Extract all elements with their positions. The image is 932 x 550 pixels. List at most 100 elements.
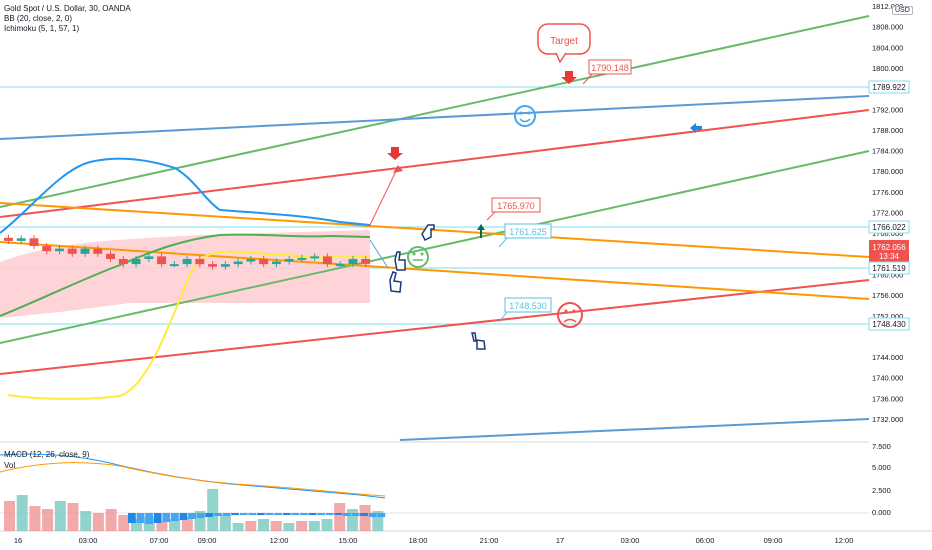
histogram-bar — [274, 513, 282, 515]
macd-histogram — [128, 513, 386, 524]
candle-body — [348, 258, 358, 265]
green-trendline-lower[interactable] — [0, 150, 870, 344]
candle-body — [361, 258, 371, 264]
time-tick-label: 15:00 — [339, 536, 358, 545]
macd-pane[interactable] — [0, 453, 869, 531]
time-tick-label: 07:00 — [150, 536, 169, 545]
time-tick-label: 17 — [556, 536, 564, 545]
bb-upper-band — [0, 157, 371, 234]
volume-bar — [245, 521, 257, 531]
candle-body — [80, 248, 90, 254]
time-tick-label: 03:00 — [621, 536, 640, 545]
candle-body — [233, 261, 243, 265]
candle-body — [169, 264, 179, 267]
histogram-bar — [368, 513, 377, 517]
time-tick-label: 09:00 — [764, 536, 783, 545]
candle-body — [259, 258, 269, 265]
target-callout[interactable]: Target — [537, 23, 591, 64]
price-label-1748[interactable]: 1748.530 — [498, 297, 552, 323]
price-label-text: 1748.530 — [509, 301, 547, 311]
price-tick-label: 1732.000 — [872, 415, 903, 424]
histogram-bar — [291, 513, 300, 515]
histogram-bar — [325, 513, 334, 515]
price-tick-label: 1740.000 — [872, 374, 903, 383]
histogram-bar — [231, 513, 239, 515]
candle-body — [157, 256, 167, 265]
price-tick-label: 1784.000 — [872, 147, 903, 156]
volume-bar — [118, 515, 130, 531]
histogram-bar — [265, 513, 274, 515]
histogram-bar — [162, 513, 171, 522]
pointing-hand-icon — [394, 251, 406, 271]
candle-body — [118, 258, 128, 265]
volume-bar — [232, 523, 244, 531]
candle-body — [297, 257, 307, 260]
pointing-hand-icon — [421, 224, 435, 242]
time-tick-label: 16 — [14, 536, 22, 545]
macd-tick-label: 0.000 — [872, 508, 891, 517]
badge-1748: 1748.430 — [868, 317, 910, 331]
arrow-left-icon — [690, 123, 702, 133]
volume-bar — [156, 521, 168, 531]
candle-body — [16, 238, 26, 241]
price-tick-label: 1756.000 — [872, 291, 903, 300]
candle-body — [246, 258, 256, 262]
ichimoku-legend[interactable]: Ichimoku (5, 1, 57, 1) — [4, 24, 80, 33]
candle-body — [310, 256, 320, 259]
histogram-bar — [171, 513, 179, 521]
volume-bar — [42, 509, 54, 531]
projection-down-line — [369, 239, 389, 269]
time-tick-label: 12:00 — [835, 536, 854, 545]
svg-text:1761.519: 1761.519 — [872, 264, 906, 273]
volume-bar — [92, 513, 104, 531]
price-label-1790[interactable]: 1790.148 — [582, 59, 632, 85]
price-tick-label: 1768.000 — [872, 229, 903, 238]
volume-bar — [334, 503, 346, 531]
arrow-up-icon — [393, 165, 403, 173]
histogram-bar — [153, 513, 162, 523]
bb-basis-line — [0, 233, 371, 317]
time-axis-ticks[interactable]: 16 03:00 07:00 09:00 12:00 15:00 18:00 21:00 17 0… — [14, 536, 854, 545]
orange-channel-upper[interactable] — [0, 202, 870, 258]
volume-bar — [16, 495, 28, 531]
histogram-bar — [248, 513, 257, 515]
macd-axis-ticks: 7.500 5.000 2.500 0.000 — [872, 442, 891, 517]
orange-channel-lower[interactable] — [0, 241, 870, 300]
volume-bar — [283, 523, 295, 531]
candlestick-series[interactable] — [4, 234, 371, 270]
blue-trendline-upper[interactable] — [0, 95, 870, 140]
price-label-1765[interactable]: 1765.970 — [486, 197, 541, 221]
currency-badge[interactable]: USD — [892, 6, 913, 15]
red-trendline-upper[interactable] — [0, 109, 870, 218]
candle-body — [220, 264, 230, 267]
volume-bar — [181, 517, 193, 531]
volume-bar — [308, 521, 320, 531]
histogram-bar — [214, 513, 222, 516]
red-trendline-lower[interactable] — [0, 279, 870, 375]
histogram-bar — [351, 513, 360, 516]
histogram-bar — [317, 513, 325, 515]
arrow-up-icon — [477, 224, 485, 238]
symbol-legend[interactable]: Gold Spot / U.S. Dollar, 30, OANDA — [4, 4, 131, 13]
price-tick-label: 1752.000 — [872, 312, 903, 321]
volume-bar — [131, 519, 142, 531]
candle-body — [182, 258, 192, 265]
arrow-down-icon — [387, 147, 403, 160]
price-label-text: 1765.970 — [497, 201, 535, 211]
blue-trendline-lower[interactable] — [399, 418, 870, 441]
vol-legend[interactable]: Vol — [4, 461, 16, 470]
volume-bar — [105, 509, 117, 531]
candle-body — [335, 264, 345, 267]
pointing-hand-icon — [471, 332, 486, 350]
macd-legend[interactable]: MACD (12, 26, close, 9) — [4, 450, 90, 459]
svg-text:1748.430: 1748.430 — [872, 320, 906, 329]
histogram-bar — [343, 513, 351, 516]
green-trendline-upper[interactable] — [0, 15, 870, 208]
price-label-1761[interactable]: 1761.625 — [498, 223, 552, 248]
bb-legend[interactable]: BB (20, close, 2, 0) — [4, 14, 73, 23]
volume-bar — [54, 501, 66, 531]
volume-bar — [194, 511, 206, 531]
candle-body — [106, 253, 115, 259]
candle-body — [4, 237, 13, 241]
